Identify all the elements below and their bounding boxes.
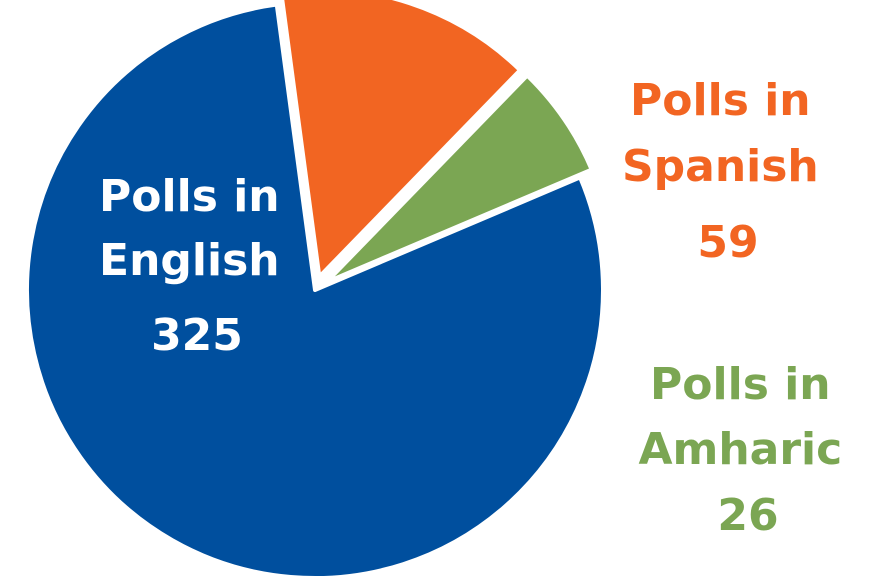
slice-label-amharic: Polls in Amharic 26 <box>638 359 857 541</box>
pie-slice-amharic <box>324 73 594 285</box>
slice-label-spanish: Polls in Spanish 59 <box>622 75 834 268</box>
slice-label-amharic-line1: Polls in <box>650 359 831 410</box>
pie-slice-english <box>25 2 605 577</box>
slice-label-amharic-line2: Amharic <box>638 424 842 475</box>
slice-label-english-line1: Polls in <box>99 171 280 222</box>
slice-label-english-line2: English <box>99 235 280 286</box>
slice-label-spanish-line1: Polls in <box>630 75 811 126</box>
slice-label-english: Polls in English 325 <box>99 171 295 361</box>
pie-slices <box>25 0 605 577</box>
slice-value-english: 325 <box>151 310 243 361</box>
slice-value-amharic: 26 <box>717 490 778 541</box>
slice-label-spanish-line2: Spanish <box>622 141 819 192</box>
pie-slice-spanish <box>280 0 523 279</box>
slice-value-spanish: 59 <box>697 217 758 268</box>
